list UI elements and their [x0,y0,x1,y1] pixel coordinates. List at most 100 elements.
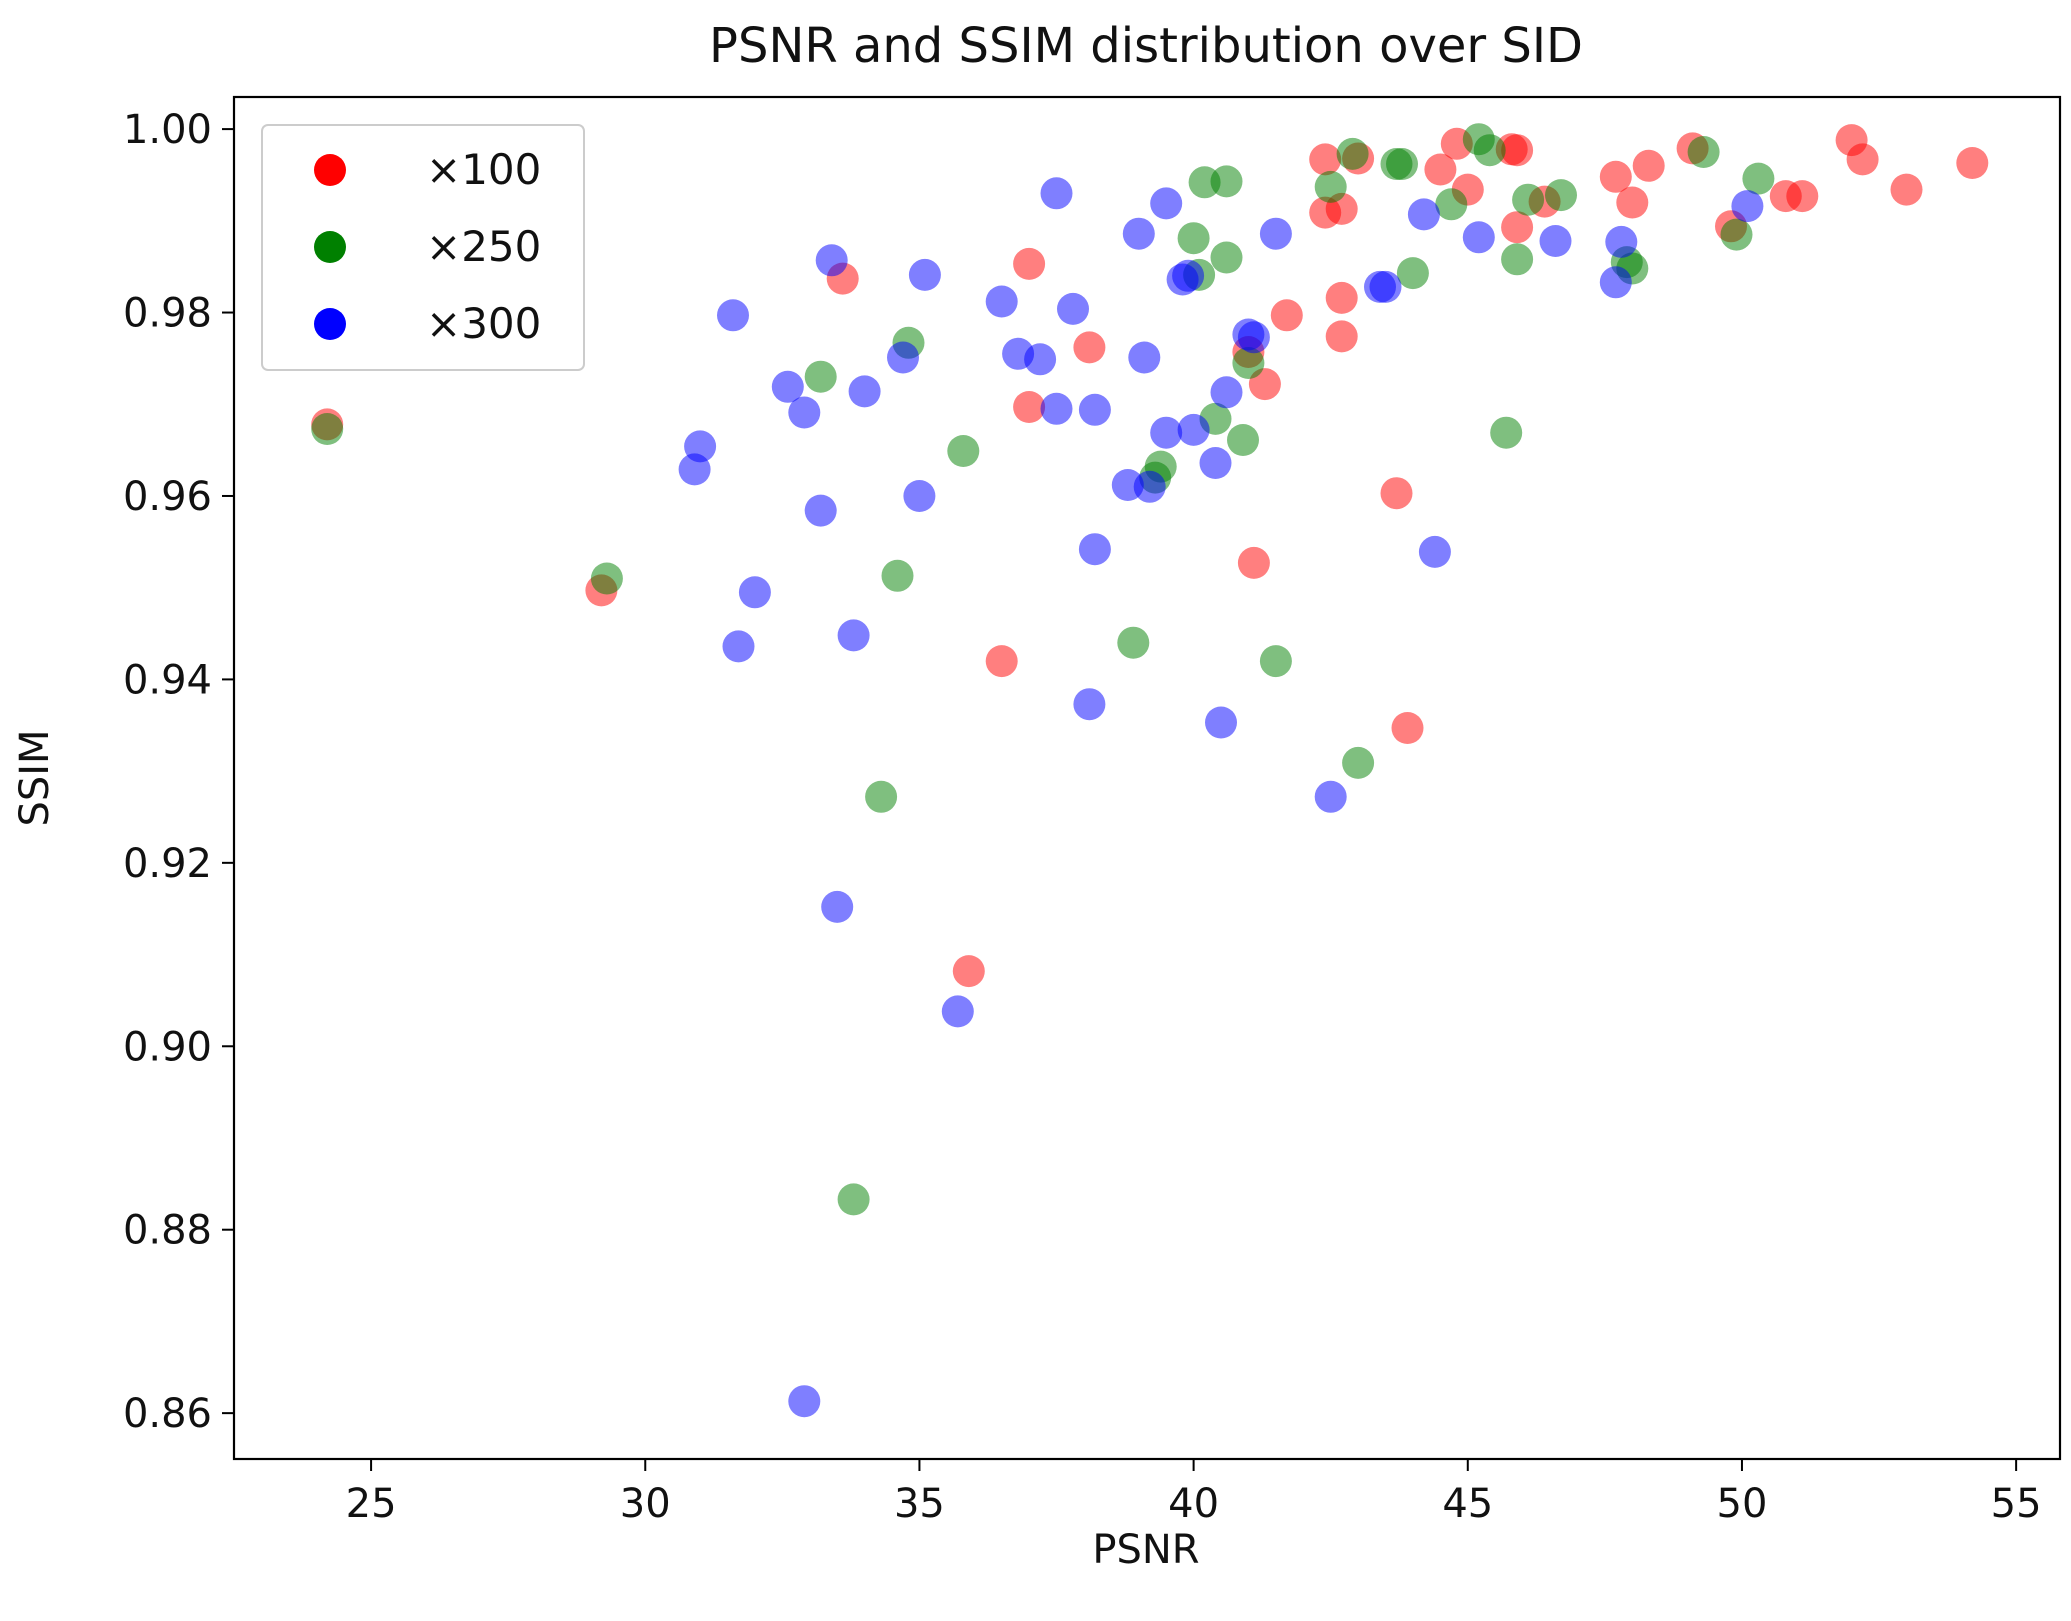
point-series-2-25 [1078,533,1111,566]
point-series-1-5 [881,559,914,592]
point-series-1-21 [1336,137,1369,170]
y-tick-label: 0.86 [123,1391,212,1437]
point-series-2-37 [1210,376,1243,409]
x-tick-label: 35 [894,1481,945,1527]
point-series-2-20 [1040,177,1073,210]
x-axis-label: PSNR [1092,1527,1199,1573]
chart-title: PSNR and SSIM distribution over SID [709,18,1583,74]
y-tick-label: 0.98 [123,291,212,337]
point-series-1-3 [837,1183,870,1216]
point-series-2-45 [1418,535,1451,568]
legend-marker-x250 [314,231,346,263]
point-series-2-47 [1539,225,1572,257]
point-series-0-28 [1616,186,1649,219]
point-series-2-41 [1314,780,1347,813]
point-series-1-22 [1342,746,1375,779]
point-series-2-5 [771,370,804,403]
point-series-1-31 [1512,183,1545,216]
point-series-1-32 [1545,179,1577,212]
point-series-2-33 [1172,259,1205,292]
point-series-1-18 [1232,347,1265,379]
point-series-0-18 [1380,477,1413,510]
point-series-0-5 [1013,247,1046,280]
point-series-1-16 [1210,165,1243,198]
point-series-1-30 [1501,243,1534,276]
point-series-1-19 [1259,645,1292,678]
x-tick-label: 30 [620,1481,671,1527]
y-axis-label: SSIM [12,729,58,826]
point-series-2-13 [887,341,919,374]
point-series-2-49 [1605,225,1638,258]
legend-label-x250: ×250 [426,222,541,271]
point-series-2-21 [1040,392,1073,425]
point-series-2-4 [738,576,771,609]
legend: ×100 ×250 ×300 [261,124,585,371]
point-series-2-7 [788,1385,821,1418]
point-series-1-7 [947,435,980,467]
point-series-1-15 [1210,241,1243,274]
point-series-0-12 [1309,143,1342,176]
y-axis: 0.86 0.88 0.90 0.92 0.94 0.96 0.98 1.00 [123,107,234,1437]
point-series-1-11 [1177,222,1210,255]
point-series-2-29 [1133,470,1166,503]
legend-label-x300: ×300 [426,299,541,348]
point-series-2-40 [1259,217,1292,250]
point-series-1-24 [1386,148,1418,180]
point-series-2-11 [837,619,870,652]
legend-marker-x300 [314,308,346,340]
point-series-2-24 [1078,393,1111,426]
point-series-0-25 [1501,211,1534,244]
y-tick-label: 0.88 [123,1208,212,1254]
point-series-0-9 [1237,546,1270,579]
point-series-1-20 [1314,170,1347,203]
point-series-1-26 [1435,188,1468,221]
point-series-0-29 [1632,149,1665,182]
point-series-2-2 [717,299,749,332]
point-series-2-34 [1177,413,1210,446]
legend-box [261,124,585,371]
point-series-2-22 [1057,292,1089,325]
point-series-2-46 [1462,221,1495,254]
x-tick-label: 40 [1168,1481,1219,1527]
x-tick-label: 45 [1442,1481,1493,1527]
point-series-1-37 [1742,162,1775,195]
point-series-0-7 [1073,331,1106,364]
point-series-2-36 [1205,706,1237,739]
y-tick-label: 0.92 [123,841,212,887]
point-series-2-9 [815,244,848,277]
point-series-2-28 [1128,341,1161,374]
legend-marker-x100 [314,154,346,186]
data-points [311,123,1989,1418]
point-series-2-30 [1150,187,1183,220]
plot-area-frame [232,95,2062,1461]
point-series-1-4 [865,780,898,813]
x-tick-label: 50 [1717,1481,1768,1527]
x-tick-label: 25 [346,1481,397,1527]
x-axis: 25 30 35 40 45 50 55 [346,1459,2042,1527]
point-series-2-3 [722,630,755,663]
y-tick-label: 0.90 [123,1024,212,1070]
point-series-0-37 [1956,147,1989,179]
point-series-0-16 [1325,320,1358,353]
point-series-2-19 [1024,343,1057,376]
point-series-2-31 [1150,416,1183,449]
point-series-1-35 [1687,136,1720,168]
point-series-2-35 [1199,447,1232,479]
point-series-0-4 [985,645,1018,678]
point-series-2-1 [684,430,717,463]
point-series-0-6 [1013,391,1046,423]
point-series-1-29 [1490,416,1523,449]
point-series-2-10 [821,890,854,923]
point-series-2-14 [903,480,936,512]
point-series-2-17 [985,285,1018,318]
legend-label-x100: ×100 [426,145,541,194]
point-series-0-24 [1501,134,1534,167]
point-series-0-15 [1325,281,1358,314]
point-series-0-36 [1890,173,1923,206]
point-series-2-50 [1731,190,1764,223]
point-series-2-44 [1407,198,1440,231]
point-series-1-8 [1117,626,1150,659]
point-series-1-2 [804,360,837,393]
x-tick-label: 55 [1991,1481,2042,1527]
